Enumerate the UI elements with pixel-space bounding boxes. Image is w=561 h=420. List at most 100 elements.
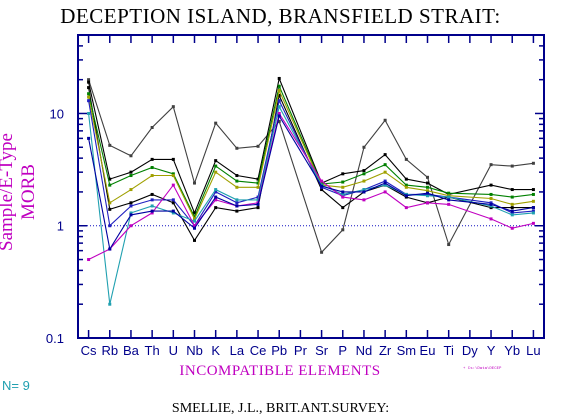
series-line	[88, 88, 534, 221]
series-8	[87, 111, 535, 262]
data-point	[404, 194, 408, 198]
data-point	[489, 206, 493, 210]
data-point	[341, 190, 345, 194]
data-point	[510, 226, 514, 230]
data-point	[426, 194, 429, 198]
data-point	[362, 179, 366, 183]
data-point	[214, 121, 218, 125]
x-tick-label: K	[211, 343, 220, 358]
data-point	[277, 93, 281, 97]
data-point	[404, 185, 408, 189]
chart-title: DECEPTION ISLAND, BRANSFIELD STRAIT:	[60, 4, 501, 28]
data-point	[510, 164, 514, 168]
data-point	[214, 164, 218, 168]
data-point	[383, 153, 387, 157]
data-point	[426, 185, 429, 189]
x-tick-label: Eu	[420, 343, 436, 358]
data-point	[256, 198, 260, 202]
data-point	[171, 209, 175, 213]
data-point	[87, 95, 91, 99]
series-line	[88, 87, 534, 242]
data-point	[383, 163, 387, 167]
data-point	[171, 172, 175, 176]
data-point	[531, 221, 535, 225]
data-point	[510, 206, 514, 210]
x-tick-label: Pb	[271, 343, 287, 358]
data-point	[531, 209, 535, 213]
data-point	[129, 188, 133, 192]
data-point	[214, 206, 218, 210]
data-point	[256, 206, 260, 210]
data-point	[362, 169, 366, 173]
data-point	[447, 195, 451, 199]
data-point	[193, 215, 196, 219]
x-tick-label: Ce	[250, 343, 267, 358]
x-tick-label: Zr	[379, 343, 392, 358]
data-point	[87, 86, 91, 90]
y-tick-label: 1	[57, 219, 64, 234]
data-point	[531, 188, 535, 192]
data-point	[510, 213, 514, 217]
data-point	[510, 202, 514, 206]
data-point	[87, 258, 91, 262]
x-tick-label: Dy	[462, 343, 478, 358]
series-1	[87, 78, 535, 254]
plot-frame	[77, 34, 545, 339]
data-point	[510, 188, 514, 192]
data-point	[256, 177, 260, 181]
series-line	[88, 79, 534, 254]
data-point	[108, 183, 112, 187]
x-tick-label: Sr	[315, 343, 329, 358]
data-point	[193, 226, 196, 230]
data-point	[341, 195, 345, 199]
x-tick-label: Th	[145, 343, 160, 358]
credit-line: SMELLIE, J.L., BRIT.ANT.SURVEY:	[171, 401, 390, 416]
data-point	[489, 201, 493, 205]
data-point	[193, 238, 196, 242]
data-point	[341, 228, 345, 232]
x-tick-label: Cs	[81, 343, 97, 358]
data-point	[489, 183, 493, 187]
data-point	[108, 247, 112, 251]
data-point	[193, 224, 196, 228]
data-point	[341, 185, 345, 189]
data-point	[108, 207, 112, 211]
data-point	[277, 84, 281, 88]
data-point	[171, 211, 175, 215]
data-point	[383, 190, 387, 194]
data-point	[235, 201, 239, 205]
data-point	[447, 198, 451, 202]
data-point	[171, 183, 175, 187]
x-tick-label: Yb	[504, 343, 520, 358]
data-point	[277, 105, 281, 109]
data-point	[171, 105, 175, 109]
x-tick-label: Lu	[526, 343, 540, 358]
data-point	[341, 172, 345, 176]
data-point	[214, 159, 218, 163]
data-point	[426, 191, 429, 195]
file-label: + Cs:\Data\DECEP	[463, 367, 502, 371]
data-point	[108, 201, 112, 205]
data-point	[404, 183, 408, 187]
data-point	[193, 217, 196, 221]
x-tick-label: Y	[487, 343, 496, 358]
data-point	[129, 211, 133, 215]
data-point	[277, 76, 281, 80]
data-point	[171, 174, 175, 178]
data-point	[320, 179, 324, 183]
data-point	[383, 179, 387, 183]
data-point	[129, 174, 133, 178]
series-4	[87, 84, 535, 219]
y-axis-label: Sample/E-Type MORB	[0, 133, 39, 251]
x-tick-label: Rb	[101, 343, 118, 358]
y-tick-label: 0.1	[46, 331, 64, 346]
data-point	[277, 114, 281, 118]
data-point	[383, 118, 387, 122]
data-point	[150, 192, 154, 196]
data-point	[426, 181, 429, 185]
plot-axes: 0.1 1 10 Cs Rb Ba Th U Nb K La Ce Pb Pr Sr P Nd Zr Sm Eu Ti D…	[46, 34, 545, 358]
data-point	[150, 209, 154, 213]
data-point	[362, 198, 366, 202]
data-point	[235, 204, 239, 208]
